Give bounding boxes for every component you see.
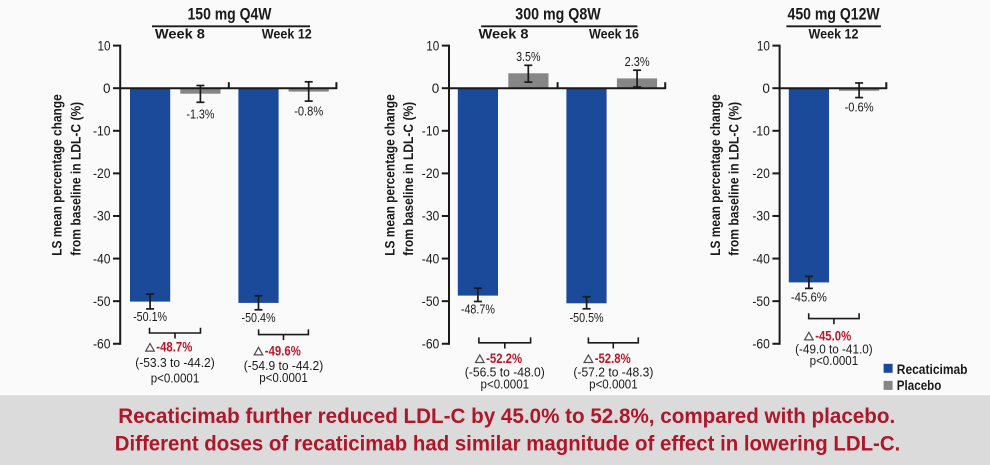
- svg-text:-52.2%: -52.2%: [486, 351, 522, 366]
- svg-text:-50: -50: [752, 294, 770, 309]
- svg-text:Placebo: Placebo: [897, 377, 942, 393]
- svg-text:-48.7%: -48.7%: [156, 340, 192, 355]
- svg-text:p<0.0001: p<0.0001: [589, 376, 638, 391]
- svg-text:Week 12: Week 12: [809, 26, 859, 41]
- svg-text:-50: -50: [93, 294, 111, 309]
- svg-text:Week 16: Week 16: [589, 26, 639, 41]
- svg-text:p<0.0001: p<0.0001: [259, 370, 308, 385]
- svg-text:-50.4%: -50.4%: [242, 311, 276, 325]
- svg-text:(-56.5 to -48.0): (-56.5 to -48.0): [465, 364, 545, 379]
- svg-text:-30: -30: [752, 209, 770, 224]
- svg-text:10: 10: [98, 38, 111, 53]
- svg-text:-49.6%: -49.6%: [265, 343, 301, 358]
- svg-text:from baseline in LDL-C (%): from baseline in LDL-C (%): [67, 102, 83, 256]
- svg-text:0: 0: [103, 81, 111, 96]
- svg-text:2.3%: 2.3%: [625, 55, 650, 69]
- svg-text:Recaticimab: Recaticimab: [897, 361, 968, 377]
- svg-text:-20: -20: [752, 166, 770, 181]
- svg-text:from baseline in LDL-C (%): from baseline in LDL-C (%): [726, 102, 742, 256]
- svg-text:-0.8%: -0.8%: [294, 104, 323, 118]
- svg-text:Week 8: Week 8: [479, 26, 530, 41]
- svg-text:-20: -20: [422, 166, 440, 181]
- svg-text:-60: -60: [93, 336, 111, 351]
- svg-text:-0.6%: -0.6%: [845, 100, 874, 114]
- svg-text:-50.5%: -50.5%: [570, 311, 604, 325]
- svg-text:-30: -30: [422, 209, 440, 224]
- svg-text:-45.0%: -45.0%: [815, 328, 851, 343]
- svg-text:Week 12: Week 12: [262, 26, 312, 41]
- svg-text:LS mean percentage change: LS mean percentage change: [707, 94, 723, 256]
- svg-text:from baseline in LDL-C (%): from baseline in LDL-C (%): [400, 102, 416, 256]
- svg-text:10: 10: [757, 38, 770, 53]
- svg-text:3.5%: 3.5%: [516, 50, 540, 64]
- svg-text:p<0.0001: p<0.0001: [151, 370, 200, 385]
- svg-text:(-54.9 to -44.2): (-54.9 to -44.2): [244, 358, 324, 373]
- svg-text:-50.1%: -50.1%: [133, 310, 167, 324]
- svg-text:LS mean percentage change: LS mean percentage change: [381, 94, 397, 256]
- svg-text:Different doses of recaticimab: Different doses of recaticimab had simil…: [115, 432, 901, 456]
- svg-text:-52.8%: -52.8%: [595, 351, 631, 366]
- svg-text:-10: -10: [422, 123, 440, 138]
- svg-text:300 mg Q8W: 300 mg Q8W: [515, 5, 601, 24]
- svg-text:450 mg Q12W: 450 mg Q12W: [788, 5, 881, 24]
- svg-text:-50: -50: [422, 294, 440, 309]
- svg-text:-20: -20: [93, 166, 111, 181]
- svg-text:0: 0: [432, 81, 440, 96]
- svg-text:p<0.0001: p<0.0001: [481, 376, 530, 391]
- svg-text:-40: -40: [93, 251, 111, 266]
- svg-text:-48.7%: -48.7%: [461, 303, 495, 317]
- svg-text:Recaticimab further reduced LD: Recaticimab further reduced LDL-C by 45.…: [118, 404, 895, 428]
- svg-text:LS mean percentage change: LS mean percentage change: [49, 94, 65, 256]
- svg-text:-40: -40: [422, 251, 440, 266]
- svg-text:150 mg Q4W: 150 mg Q4W: [188, 5, 273, 24]
- svg-text:-10: -10: [752, 123, 770, 138]
- svg-text:-60: -60: [422, 336, 440, 351]
- svg-text:(-49.0 to -41.0): (-49.0 to -41.0): [795, 341, 873, 356]
- svg-text:-45.6%: -45.6%: [791, 291, 827, 305]
- svg-text:-1.3%: -1.3%: [186, 108, 214, 122]
- svg-text:(-53.3 to -44.2): (-53.3 to -44.2): [135, 355, 215, 370]
- svg-text:-30: -30: [93, 209, 111, 224]
- svg-text:(-57.2 to -48.3): (-57.2 to -48.3): [573, 364, 653, 379]
- svg-text:-10: -10: [93, 123, 111, 138]
- svg-text:10: 10: [426, 38, 439, 53]
- svg-text:p<0.0001: p<0.0001: [810, 353, 859, 368]
- svg-text:-60: -60: [752, 336, 770, 351]
- svg-text:0: 0: [762, 81, 770, 96]
- svg-text:-40: -40: [752, 251, 770, 266]
- svg-text:Week 8: Week 8: [155, 26, 206, 41]
